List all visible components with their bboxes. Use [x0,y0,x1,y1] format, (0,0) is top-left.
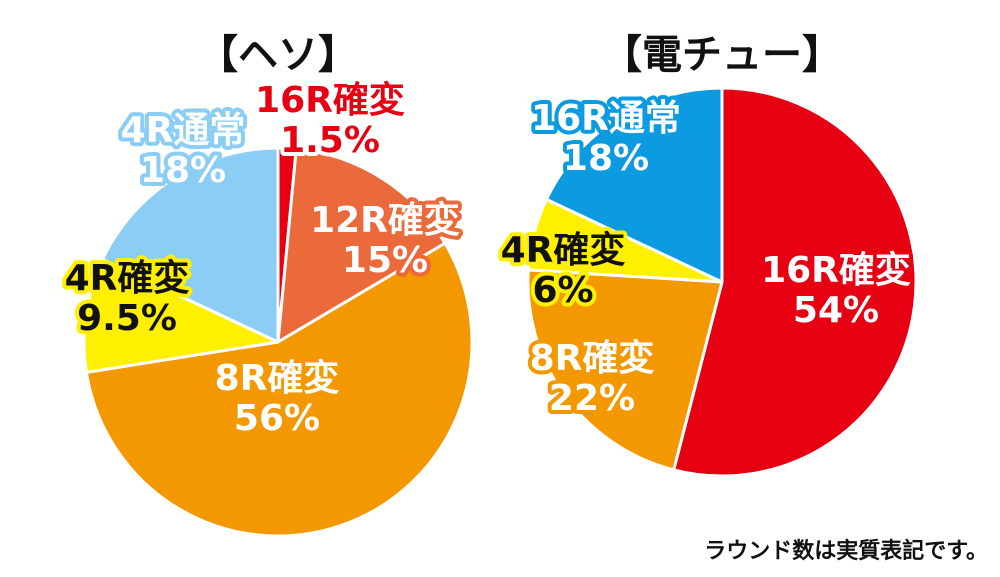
slice-percent-label: 22% [549,378,635,419]
denchu-label-4r-kakuhen: 4R確変 6% [501,229,626,311]
slice-category-label: 16R確変 [761,249,911,291]
heso-slice-8r-kakuhen [84,241,474,538]
denchu-label-8r-kakuhen: 8R確変 22% [530,337,655,419]
slice-category-label: 4R確変 [501,229,626,271]
denchu-pie-chart [526,86,918,478]
heso-chart-title: 【ヘソ】 [198,32,358,78]
denchu-slice-8r-kakuhen [526,268,724,472]
slice-category-label: 12R確変 [310,199,460,241]
slice-percent-label: 56% [234,398,320,439]
heso-label-4r-kakuhen: 4R確変 9.5% [65,257,190,339]
slice-category-label: 16R通常 [531,98,681,139]
slice-percent-label: 18% [140,150,226,191]
heso-slice-12r-kakuhen [276,147,447,344]
heso-slice-4r-tsujo [100,146,280,344]
slice-percent-label: 54% [793,290,879,331]
denchu-label-16r-kakuhen: 16R確変 54% [761,249,911,331]
slice-category-label: 4R通常 [121,110,246,151]
denchu-slice-16r-tsujo [544,86,724,284]
denchu-label-16r-tsujo: 16R通常 18% [531,98,681,179]
slice-category-label: 8R確変 [215,357,340,399]
denchu-slice-16r-kakuhen [672,86,918,478]
round-count-footnote: ラウンド数は実質表記です。 [704,538,988,564]
slice-percent-label: 1.5% [280,120,380,161]
heso-label-4r-tsujo: 4R通常 18% [121,110,246,191]
slice-category-label: 8R確変 [530,337,655,379]
heso-pie-chart [82,146,474,538]
slice-category-label: 4R確変 [65,257,190,299]
slice-percent-label: 6% [532,270,593,311]
slice-percent-label: 9.5% [77,298,177,339]
slice-percent-label: 15% [342,240,428,281]
heso-pie-labels: 16R確変 1.5% 12R確変 15% 8R確変 56% 4R確変 9.5% 4R通常 18% [61,75,464,443]
slice-category-label: 16R確変 [255,79,405,121]
heso-label-8r-kakuhen: 8R確変 56% [215,357,340,439]
heso-label-12r-kakuhen: 12R確変 15% [310,199,460,281]
heso-slice-4r-kakuhen [82,257,280,374]
denchu-pie-labels: 16R確変 54% 8R確変 22% 4R確変 6% 16R通常 18% [497,94,915,423]
heso-label-16r-kakuhen: 16R確変 1.5% [255,79,405,161]
denchu-chart-title: 【電チュー】 [602,32,842,78]
slice-percent-label: 18% [563,138,649,179]
